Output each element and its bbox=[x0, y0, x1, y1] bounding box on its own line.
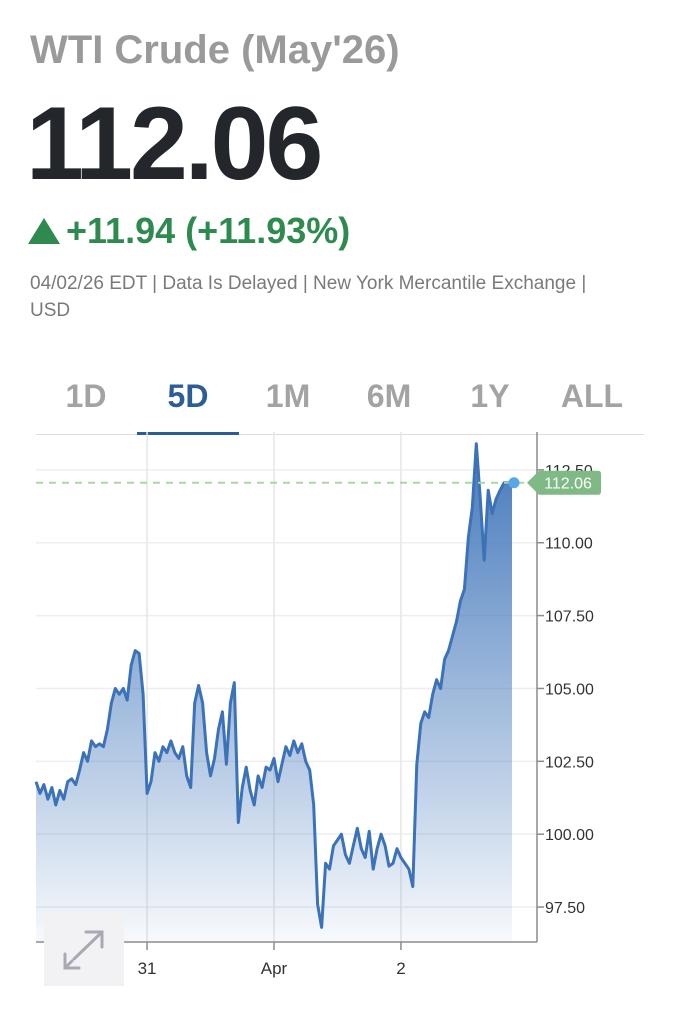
tab-1m[interactable]: 1M bbox=[265, 378, 311, 414]
quote-meta: 04/02/26 EDT | Data Is Delayed | New Yor… bbox=[30, 273, 587, 321]
tab-1y[interactable]: 1Y bbox=[470, 378, 510, 414]
chart-area-layer bbox=[34, 442, 512, 942]
tab-5d[interactable]: 5D bbox=[167, 378, 209, 414]
y-tick-label: 110.00 bbox=[545, 536, 593, 553]
y-tick-label: 107.50 bbox=[545, 609, 594, 626]
range-tabs: 1D 5D 1M 6M 1Y ALL bbox=[36, 378, 644, 435]
tab-1d[interactable]: 1D bbox=[65, 378, 107, 414]
y-tick-label: 105.00 bbox=[545, 681, 594, 698]
price-line bbox=[34, 442, 512, 929]
price-change: +11.94 (+11.93%) bbox=[28, 210, 350, 252]
triangle-up-icon bbox=[28, 218, 60, 244]
active-tab-indicator bbox=[137, 432, 239, 435]
last-price-marker: 112.06 bbox=[36, 470, 601, 495]
last-price-dot bbox=[508, 477, 520, 489]
instrument-title: WTI Crude (May'26) bbox=[30, 28, 400, 72]
tab-all[interactable]: ALL bbox=[560, 378, 624, 414]
x-tick-label: 2 bbox=[396, 959, 405, 978]
expand-arrows-icon bbox=[63, 930, 104, 970]
price-change-value: +11.94 (+11.93%) bbox=[66, 210, 351, 251]
expand-chart-button[interactable] bbox=[44, 912, 124, 986]
price-area-fill bbox=[36, 443, 512, 942]
y-tick-label: 102.50 bbox=[545, 754, 594, 771]
price-chart[interactable]: 97.50100.00102.50105.00107.50110.00112.5… bbox=[0, 432, 680, 992]
last-price: 112.06 bbox=[26, 86, 323, 202]
y-tick-label: 97.50 bbox=[545, 900, 585, 917]
y-tick-label: 100.00 bbox=[545, 827, 594, 844]
last-price-tag-label: 112.06 bbox=[544, 476, 592, 493]
last-price-tag bbox=[527, 470, 601, 495]
tab-6m[interactable]: 6M bbox=[366, 378, 412, 414]
x-tick-label: Apr bbox=[261, 959, 288, 978]
x-tick-label: 31 bbox=[138, 959, 157, 978]
